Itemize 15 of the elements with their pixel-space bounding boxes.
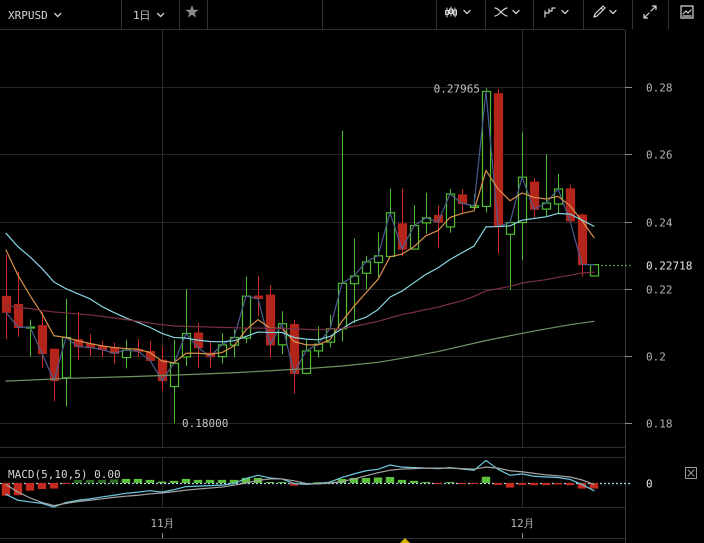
y-tick-label: 0.26	[646, 148, 672, 162]
y-tick-label: 0.22	[646, 284, 672, 296]
chart-title: XRPUSD	[8, 9, 48, 22]
ref-line-label: 0	[646, 478, 653, 490]
x-tick-label: 12月	[510, 517, 535, 530]
chart-subtitle: 1日	[133, 9, 151, 22]
x-tick-label: 11月	[150, 517, 175, 530]
annotation: 0.27965	[434, 82, 480, 96]
ref-line-label: 0.22718	[646, 260, 692, 272]
y-tick-label: 0.24	[646, 216, 673, 230]
y-tick-label: 0.28	[646, 82, 672, 94]
y-tick-label: 0.2	[646, 350, 666, 364]
y-tick-label: 0.18	[646, 418, 672, 430]
text: MACD(5,10,5) 0.00	[8, 468, 121, 481]
annotation: 0.18000	[182, 417, 228, 430]
